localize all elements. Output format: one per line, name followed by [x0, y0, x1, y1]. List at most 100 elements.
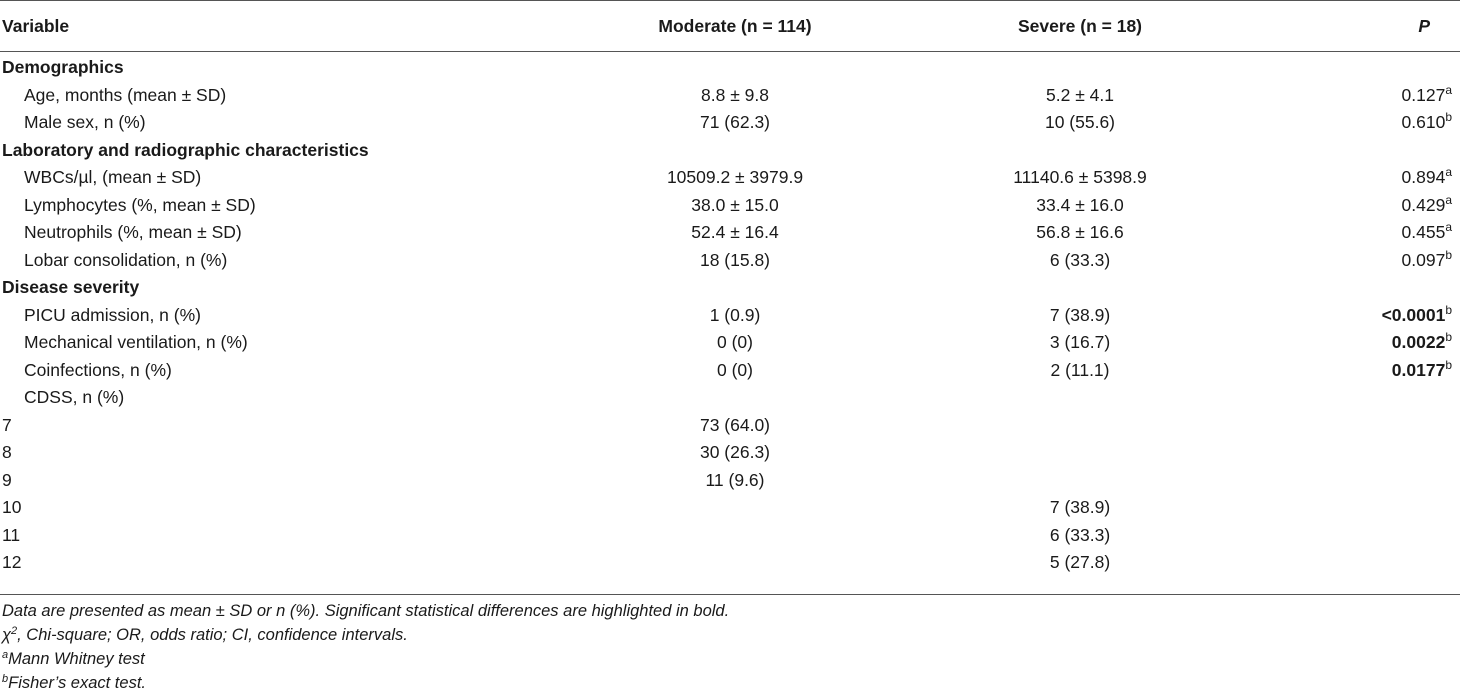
moderate-value [560, 522, 910, 550]
p-value-cell: 0.610b [1250, 109, 1460, 137]
data-table-container: Variable Moderate (n = 114) Severe (n = … [0, 0, 1460, 577]
cdss-level: 7 [2, 414, 12, 435]
table-footnotes: Data are presented as mean ± SD or n (%)… [0, 594, 1460, 695]
comparison-table: Variable Moderate (n = 114) Severe (n = … [0, 0, 1460, 577]
severe-value [910, 412, 1250, 440]
p-value-significant: 0.0022 [1391, 332, 1446, 353]
section-title: Laboratory and radiographic characterist… [2, 139, 369, 160]
table-row: 7 73 (64.0) [0, 412, 1460, 440]
header-row: Variable Moderate (n = 114) Severe (n = … [0, 0, 1460, 52]
p-value-cell [1250, 522, 1460, 550]
table-row: 8 30 (26.3) [0, 439, 1460, 467]
table-row: Neutrophils (%, mean ± SD) 52.4 ± 16.4 5… [0, 219, 1460, 247]
severe-value: 7 (38.9) [1049, 497, 1111, 518]
p-value-cell [1250, 439, 1460, 467]
header-variable: Variable [0, 0, 560, 52]
p-value-cell: 0.0022b [1250, 329, 1460, 357]
p-value: 0.429 [1401, 194, 1446, 215]
row-label: Coinfections, n (%) [24, 359, 172, 380]
severe-value: 56.8 ± 16.6 [1036, 222, 1124, 243]
severe-value: 5 (27.8) [1049, 552, 1111, 573]
table-row: Lobar consolidation, n (%) 18 (15.8) 6 (… [0, 247, 1460, 275]
footnote-text: Mann Whitney test [8, 650, 145, 668]
severe-value: 6 (33.3) [1049, 524, 1111, 545]
p-value: 0.097 [1401, 249, 1446, 270]
table-row: Male sex, n (%) 71 (62.3) 10 (55.6) 0.61… [0, 109, 1460, 137]
severe-value: 5.2 ± 4.1 [1046, 84, 1114, 105]
section-row-lab: Laboratory and radiographic characterist… [0, 137, 1460, 165]
moderate-value: 8.8 ± 9.8 [701, 84, 769, 105]
table-row: PICU admission, n (%) 1 (0.9) 7 (38.9) <… [0, 302, 1460, 330]
moderate-value: 0 (0) [717, 359, 753, 380]
p-value: 0.894 [1401, 167, 1446, 188]
severe-value [910, 384, 1250, 412]
p-value-significant: <0.0001 [1381, 304, 1446, 325]
footnote-marker: b [1445, 357, 1452, 372]
p-value-cell: 0.894a [1250, 164, 1460, 192]
moderate-value: 18 (15.8) [699, 249, 771, 270]
table-row: 11 6 (33.3) [0, 522, 1460, 550]
footnote-marker: a [1445, 165, 1452, 180]
severe-value: 3 (16.7) [1049, 332, 1111, 353]
footnote-text: Fisher’s exact test. [8, 674, 146, 692]
footnote-marker: a [1445, 82, 1452, 97]
footnote-line: Data are presented as mean ± SD or n (%)… [2, 602, 730, 620]
p-value-cell [1250, 494, 1460, 522]
cdss-level: 10 [2, 497, 22, 518]
row-label: Lobar consolidation, n (%) [24, 249, 228, 270]
moderate-value: 71 (62.3) [699, 112, 771, 133]
severe-value: 33.4 ± 16.0 [1036, 194, 1124, 215]
footnote-marker: a [2, 649, 9, 661]
footnote-marker: a [1445, 192, 1452, 207]
moderate-value: 0 (0) [717, 332, 753, 353]
footnote-marker: b [1445, 247, 1452, 262]
chi-square-symbol: χ [2, 626, 12, 644]
moderate-value [560, 549, 910, 577]
row-label: PICU admission, n (%) [24, 304, 201, 325]
severe-value: 2 (11.1) [1050, 359, 1110, 380]
severe-value: 7 (38.9) [1049, 304, 1111, 325]
footnote-line: bFisher’s exact test. [0, 671, 1460, 695]
header-p: P [1250, 0, 1460, 52]
p-value-cell: 0.127a [1250, 82, 1460, 110]
moderate-value: 73 (64.0) [699, 414, 771, 435]
row-label: Male sex, n (%) [24, 112, 146, 133]
table-row: CDSS, n (%) [0, 384, 1460, 412]
moderate-value: 1 (0.9) [709, 304, 761, 325]
section-title: Demographics [2, 57, 124, 78]
row-label: WBCs/µl, (mean ± SD) [24, 167, 202, 188]
table-row: 9 11 (9.6) [0, 467, 1460, 495]
p-value-cell: 0.0177b [1250, 357, 1460, 385]
header-moderate: Moderate (n = 114) [560, 0, 910, 52]
moderate-value: 52.4 ± 16.4 [691, 222, 779, 243]
severe-value: 6 (33.3) [1049, 249, 1111, 270]
p-value-cell [1250, 467, 1460, 495]
moderate-value [560, 384, 910, 412]
header-severe: Severe (n = 18) [910, 0, 1250, 52]
cdss-level: 11 [2, 524, 21, 545]
p-value-cell [1250, 384, 1460, 412]
footnote-marker: a [1445, 220, 1452, 235]
cdss-level: 12 [2, 552, 22, 573]
table-row: Mechanical ventilation, n (%) 0 (0) 3 (1… [0, 329, 1460, 357]
moderate-value: 11 (9.6) [705, 469, 765, 490]
p-value: 0.610 [1401, 112, 1446, 133]
footnote-line: χ2, Chi-square; OR, odds ratio; CI, conf… [0, 623, 1460, 647]
cdss-level: 9 [2, 469, 12, 490]
moderate-value [560, 494, 910, 522]
p-value-cell: <0.0001b [1250, 302, 1460, 330]
p-value-cell [1250, 412, 1460, 440]
p-value: 0.455 [1401, 222, 1446, 243]
severe-value [910, 439, 1250, 467]
table-row: Coinfections, n (%) 0 (0) 2 (11.1) 0.017… [0, 357, 1460, 385]
footnote-text: , Chi-square; OR, odds ratio; CI, confid… [17, 626, 408, 644]
cdss-level: 8 [2, 442, 12, 463]
row-label: Age, months (mean ± SD) [24, 84, 227, 105]
table-row: Lymphocytes (%, mean ± SD) 38.0 ± 15.0 3… [0, 192, 1460, 220]
moderate-value: 38.0 ± 15.0 [691, 194, 779, 215]
footnote-marker: b [2, 673, 9, 685]
p-value-cell: 0.455a [1250, 219, 1460, 247]
table-row: 10 7 (38.9) [0, 494, 1460, 522]
severe-value: 10 (55.6) [1044, 112, 1116, 133]
footnote-line: aMann Whitney test [0, 647, 1460, 671]
